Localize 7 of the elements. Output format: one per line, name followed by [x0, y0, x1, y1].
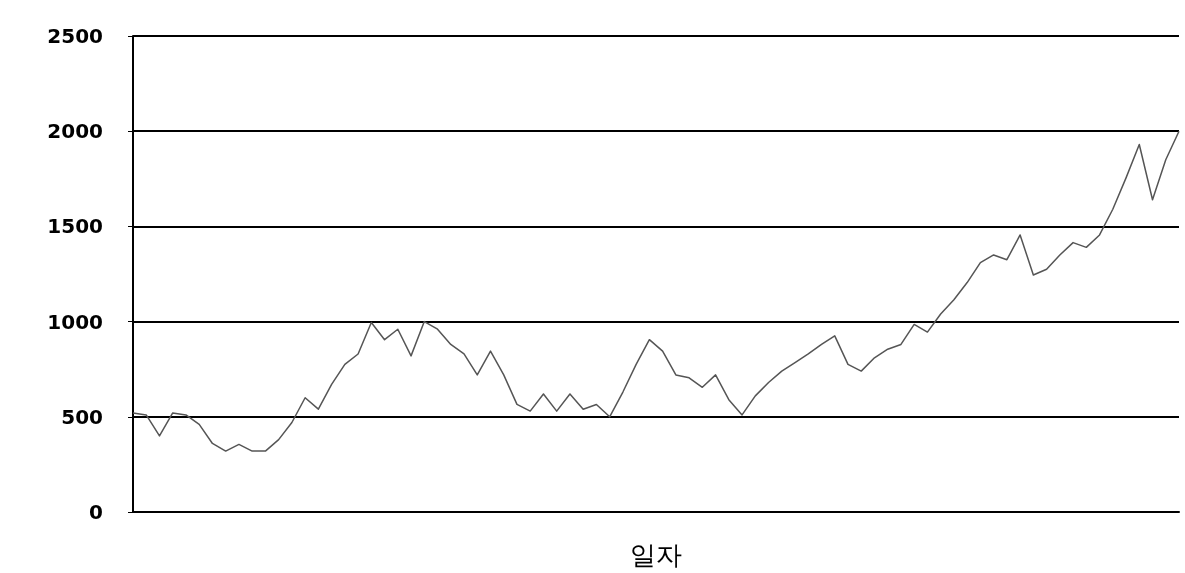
y-tick-label: 500 — [61, 404, 103, 429]
y-tick-label: 1000 — [47, 309, 103, 334]
y-tick-label: 0 — [89, 500, 103, 524]
y-tick-label: 2500 — [47, 24, 103, 48]
y-tick-label: 2000 — [47, 119, 103, 144]
x-axis-title: 일자 — [630, 540, 682, 570]
y-tick-label: 1500 — [47, 214, 103, 239]
